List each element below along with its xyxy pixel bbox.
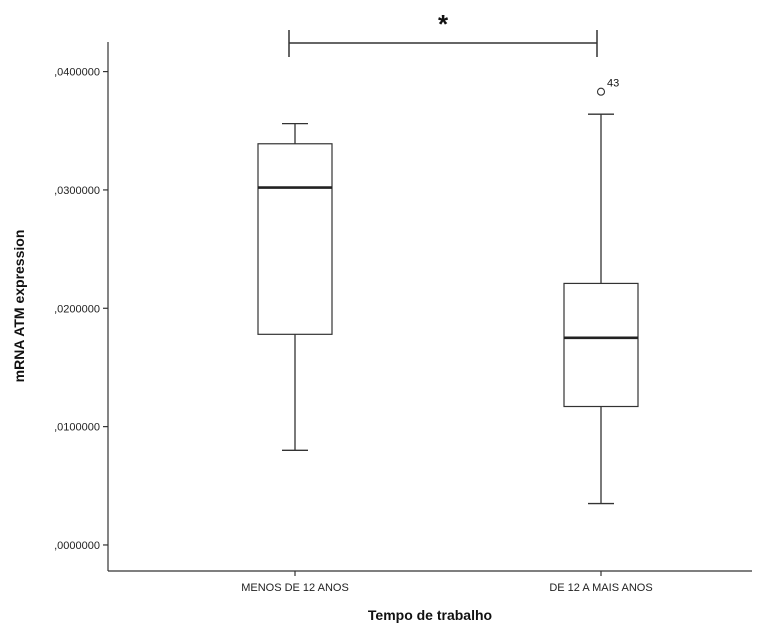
x-ticks: MENOS DE 12 ANOS DE 12 A MAIS ANOS [241,571,653,594]
y-tick-label: ,0000000 [54,540,100,552]
outlier-point [596,87,606,96]
x-tick-label: DE 12 A MAIS ANOS [549,582,652,594]
x-axis: MENOS DE 12 ANOS DE 12 A MAIS ANOS [108,570,752,594]
significance-bracket: * [288,9,598,57]
x-axis-title: Tempo de trabalho [368,607,492,623]
outlier-label: 43 [607,78,619,90]
boxes: 43 [257,78,639,505]
box-group: 43 [563,78,639,505]
box-group [257,123,333,451]
y-tick-label: ,0300000 [54,185,100,197]
iqr-box [257,143,333,335]
y-tick-label: ,0200000 [54,303,100,315]
y-ticks: ,0000000 ,0100000 ,0200000 ,0300000 ,0400000 [54,67,108,552]
x-tick-label: MENOS DE 12 ANOS [241,582,349,594]
y-axis-title: mRNA ATM expression [11,230,27,383]
y-axis: ,0000000 ,0100000 ,0200000 ,0300000 ,0400000 [54,42,109,571]
y-tick-label: ,0100000 [54,422,100,434]
significance-marker: * [438,9,449,39]
iqr-box [563,282,639,408]
y-tick-label: ,0400000 [54,67,100,79]
